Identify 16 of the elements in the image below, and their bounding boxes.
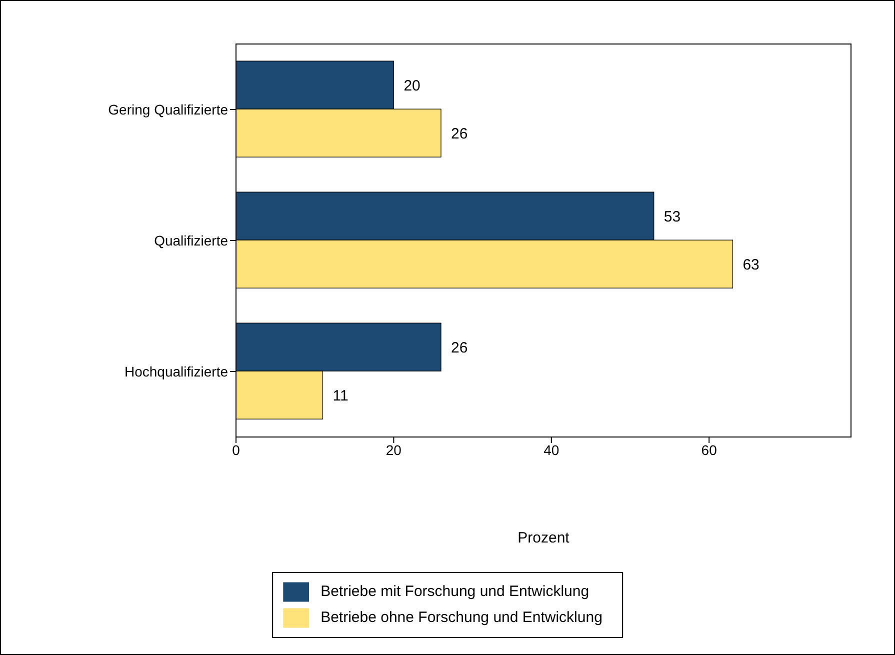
data-label: 26 — [451, 125, 468, 142]
data-label: 63 — [742, 256, 760, 274]
y-tick-label: Gering Qualifizierte — [108, 101, 228, 118]
legend-label: Betriebe ohne Forschung und Entwicklung — [320, 609, 602, 626]
x-axis-title: Prozent — [518, 530, 570, 547]
data-label: 53 — [664, 208, 681, 226]
y-tick-label: Qualifizierte — [154, 232, 228, 248]
legend-label: Betriebe mit Forschung und Entwicklung — [320, 583, 590, 600]
x-tick-label: 20 — [386, 442, 402, 458]
x-tick-label: 60 — [701, 442, 718, 458]
x-tick-label: 0 — [232, 442, 240, 458]
data-label: 26 — [451, 339, 468, 356]
data-label: 11 — [332, 387, 348, 404]
x-tick-label: 40 — [544, 442, 560, 458]
y-tick-label: Hochqualifizierte — [124, 363, 228, 380]
data-label: 20 — [404, 77, 420, 94]
